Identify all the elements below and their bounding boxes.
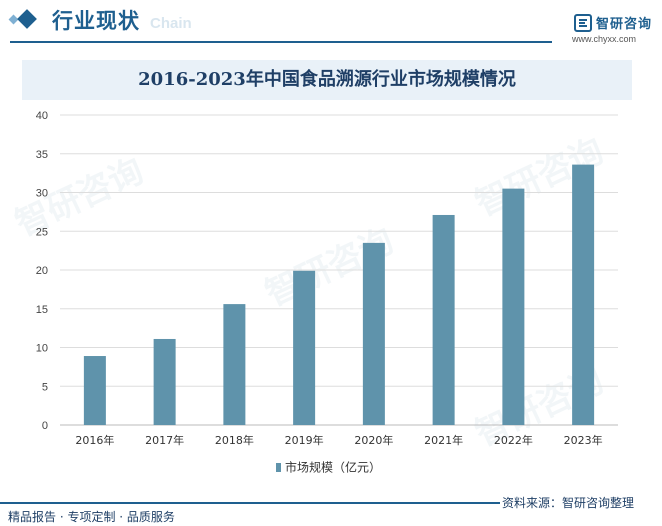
y-tick-label: 5 — [42, 381, 48, 393]
x-tick-label: 2023年 — [564, 433, 603, 447]
y-tick-label: 0 — [42, 420, 48, 432]
section-subtitle: Chain — [150, 15, 192, 32]
bar — [293, 270, 316, 425]
y-tick-label: 35 — [36, 149, 48, 161]
bar — [432, 214, 455, 425]
bar — [502, 188, 525, 425]
legend-swatch — [276, 463, 281, 472]
bar — [572, 164, 595, 425]
legend-label: 市场规模（亿元） — [285, 460, 381, 475]
brand-logo: 智研咨询 www.chyxx.com — [572, 12, 656, 46]
y-tick-label: 25 — [36, 226, 48, 238]
y-tick-label: 20 — [36, 265, 48, 277]
x-tick-label: 2016年 — [75, 433, 114, 447]
bar — [153, 338, 176, 425]
y-tick-label: 15 — [36, 304, 48, 316]
bar — [83, 356, 106, 425]
y-tick-label: 10 — [36, 343, 48, 355]
x-tick-label: 2021年 — [424, 433, 463, 447]
chart-title: 2016-2023年中国食品溯源行业市场规模情况 — [138, 69, 516, 90]
bar — [362, 242, 385, 425]
section-header: 行业现状 Chain 智研咨询 www.chyxx.com — [0, 0, 662, 44]
x-tick-label: 2018年 — [215, 433, 254, 447]
logo-icon — [574, 14, 592, 32]
footer-source: 资料来源：智研咨询整理 — [502, 496, 635, 510]
section-title: 行业现状 — [52, 9, 140, 33]
x-tick-label: 2017年 — [145, 433, 184, 447]
bar — [223, 304, 246, 425]
x-tick-label: 2019年 — [285, 433, 324, 447]
logo-name: 智研咨询 — [596, 17, 653, 32]
y-tick-label: 40 — [36, 110, 48, 122]
header-divider — [10, 41, 552, 43]
footer-services: 精品报告 · 专项定制 · 品质服务 — [8, 510, 175, 524]
chart-title-band: 2016-2023年中国食品溯源行业市场规模情况 — [22, 60, 632, 100]
y-tick-label: 30 — [36, 188, 48, 200]
logo-url: www.chyxx.com — [572, 34, 637, 44]
footer-divider — [0, 502, 500, 504]
x-tick-label: 2022年 — [494, 433, 533, 447]
x-tick-label: 2020年 — [354, 433, 393, 447]
